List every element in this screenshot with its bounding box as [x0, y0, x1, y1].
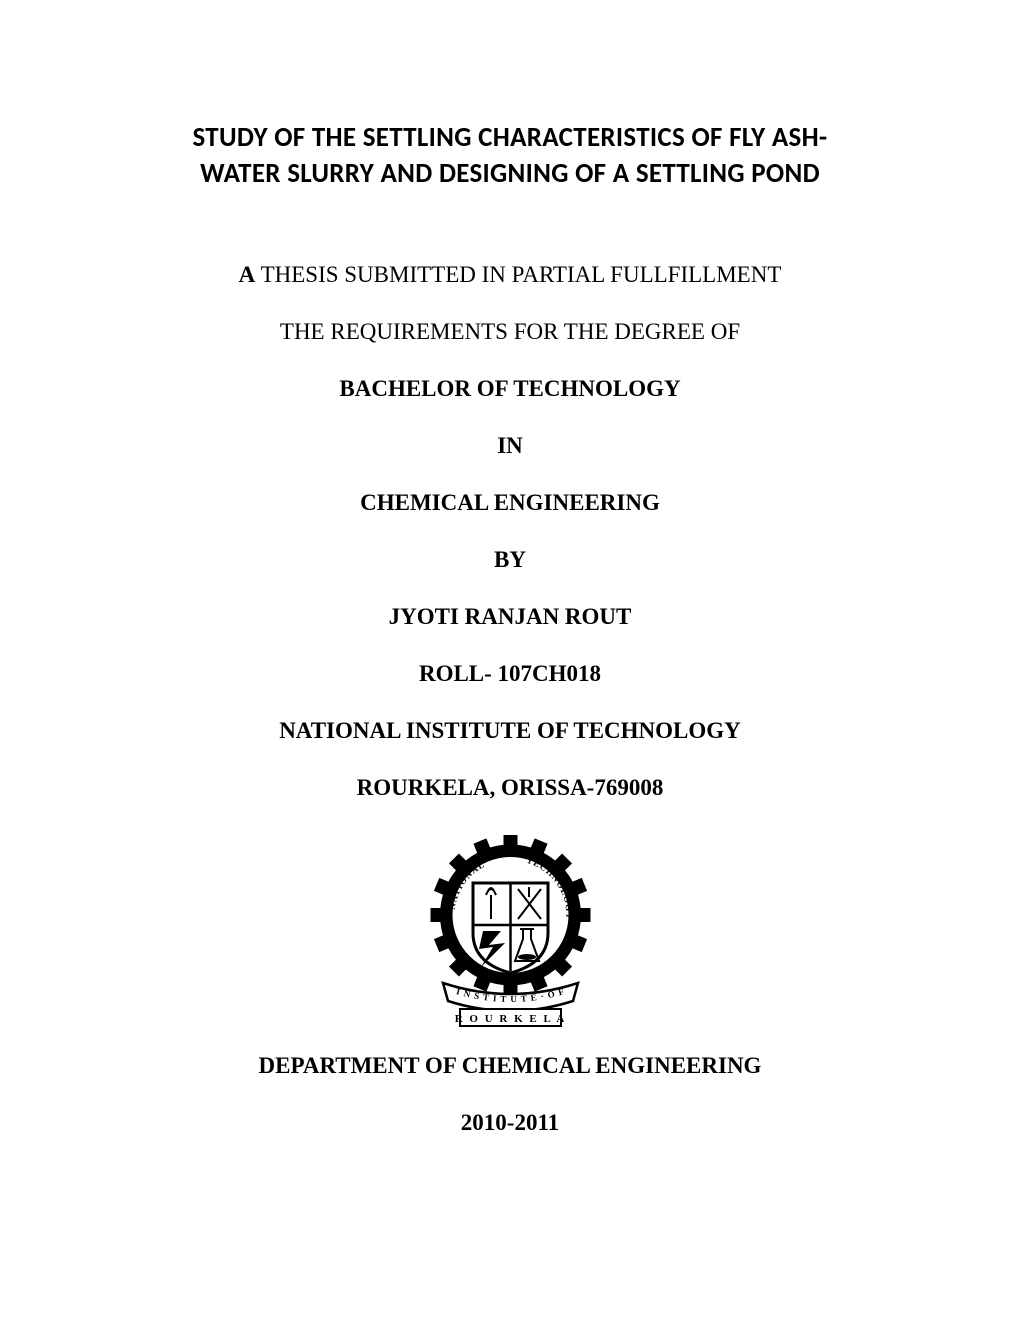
title-line-1: STUDY OF THE SETTLING CHARACTERISTICS OF…: [110, 120, 910, 156]
institute-line: NATIONAL INSTITUTE OF TECHNOLOGY: [110, 719, 910, 742]
thesis-title: STUDY OF THE SETTLING CHARACTERISTICS OF…: [110, 120, 910, 193]
roll-line: ROLL- 107CH018: [110, 662, 910, 685]
thesis-a: A: [239, 262, 256, 287]
title-line-2: WATER SLURRY AND DESIGNING OF A SETTLING…: [110, 156, 910, 192]
place-line: ROURKELA, ORISSA-769008: [110, 776, 910, 799]
author-line: JYOTI RANJAN ROUT: [110, 605, 910, 628]
department-line: DEPARTMENT OF CHEMICAL ENGINEERING: [110, 1054, 910, 1077]
thesis-rest: THESIS SUBMITTED IN PARTIAL FULLFILLMENT: [255, 262, 781, 287]
year-line: 2010-2011: [110, 1111, 910, 1134]
requirements-line: THE REQUIREMENTS FOR THE DEGREE OF: [110, 320, 910, 343]
degree-line: BACHELOR OF TECHNOLOGY: [110, 377, 910, 400]
by-line: BY: [110, 548, 910, 571]
thesis-submission-line: A THESIS SUBMITTED IN PARTIAL FULLFILLME…: [110, 263, 910, 286]
thesis-title-page: STUDY OF THE SETTLING CHARACTERISTICS OF…: [0, 0, 1020, 1320]
logo-rourkela-label: R O U R K E L A: [454, 1013, 566, 1025]
branch-line: CHEMICAL ENGINEERING: [110, 491, 910, 514]
nit-rourkela-logo-icon: · I N S T I T U T E · O F · NATIONAL TEC…: [423, 833, 598, 1028]
institute-logo: · I N S T I T U T E · O F · NATIONAL TEC…: [110, 833, 910, 1028]
in-line: IN: [110, 434, 910, 457]
